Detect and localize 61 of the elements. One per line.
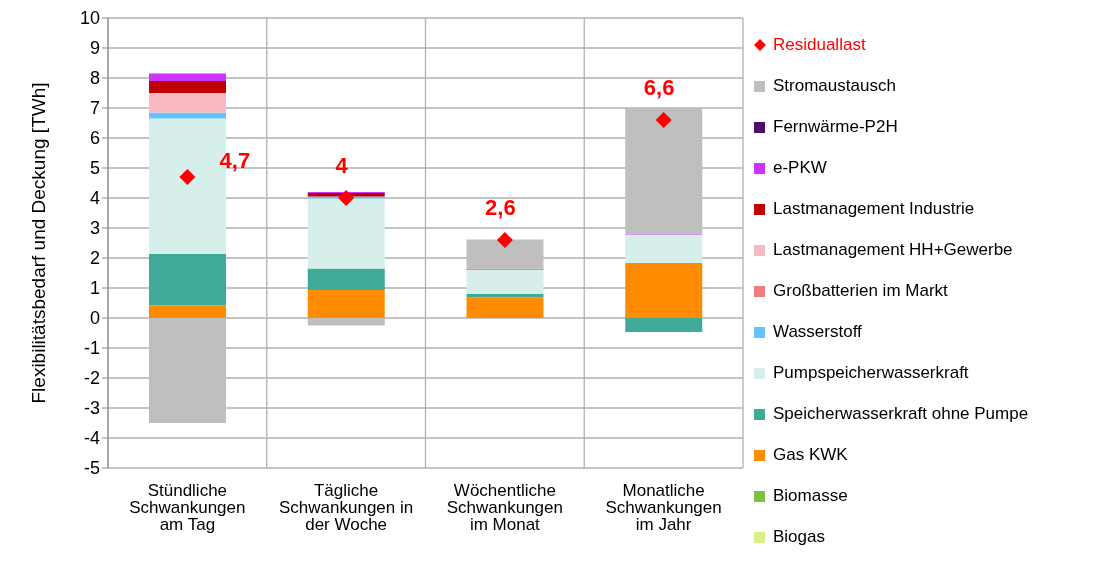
bar <box>466 294 544 298</box>
bar <box>307 198 385 269</box>
bar <box>149 305 226 318</box>
legend-label: Wasserstoff <box>772 320 863 343</box>
data-label: 4 <box>335 153 349 179</box>
y-tick-label: 10 <box>79 8 100 29</box>
data-label: 4,7 <box>219 148 251 174</box>
bar <box>625 318 703 333</box>
point <box>338 190 355 206</box>
legend-label: Biogas <box>772 525 826 548</box>
y-tick-label: 5 <box>89 158 100 179</box>
y-tick-label: 0 <box>89 308 100 329</box>
y-tick-label: 4 <box>89 188 100 209</box>
legend-label: Stromaustausch <box>772 74 897 97</box>
bar <box>466 239 544 269</box>
data-label: 2,6 <box>485 195 516 221</box>
y-tick-label: -3 <box>83 398 100 419</box>
y-tick-label: -4 <box>83 428 100 449</box>
y-tick-label: -1 <box>83 338 100 359</box>
bar <box>149 318 226 423</box>
legend-label: Lastmanagement Industrie <box>772 197 976 220</box>
y-tick-label: -2 <box>83 368 100 389</box>
y-tick-label: 2 <box>89 248 100 269</box>
legend-label: Gas KWK <box>772 443 849 466</box>
bar <box>149 93 226 113</box>
y-tick-label: 7 <box>89 98 100 119</box>
point <box>179 169 196 185</box>
legend-label: Speicherwasserkraft ohne Pumpe <box>772 402 1030 425</box>
bar <box>307 268 385 291</box>
bar <box>307 318 385 326</box>
legend-label: Lastmanagement HH+Gewerbe <box>772 238 1014 261</box>
x-tick-label: Monatliche Schwankungen im Jahr <box>605 481 722 535</box>
bar <box>149 254 226 306</box>
bar <box>466 297 544 318</box>
y-tick-label: 8 <box>89 68 100 89</box>
bar <box>466 270 544 294</box>
legend-label: Pumpspeicherwasserkraft <box>772 361 970 384</box>
y-tick-label: 9 <box>89 38 100 59</box>
legend-label: Großbatterien im Markt <box>772 279 949 302</box>
y-tick-label: 3 <box>89 218 100 239</box>
bar <box>307 290 385 318</box>
legend-label: Biomasse <box>772 484 849 507</box>
x-tick-label: Tägliche Schwankungen in der Woche <box>279 481 414 535</box>
y-axis-title: Flexibilitätsbedarf und Deckung [TWh] <box>27 82 49 404</box>
bar <box>149 81 226 93</box>
x-tick-label: Wöchentliche Schwankungen im Monat <box>446 481 564 535</box>
bar <box>625 263 703 318</box>
point <box>655 112 672 128</box>
legend-label: e-PKW <box>772 156 828 179</box>
legend-label: Fernwärme-P2H <box>772 115 899 138</box>
x-tick-label: Stündliche Schwankungen am Tag <box>129 481 246 535</box>
y-tick-label: -5 <box>83 458 100 479</box>
legend-label: Residuallast <box>772 33 867 56</box>
y-tick-label: 6 <box>89 128 100 149</box>
bar <box>149 112 226 119</box>
data-label: 6,6 <box>643 75 675 101</box>
bar <box>625 108 703 234</box>
bar <box>625 234 703 264</box>
y-tick-label: 1 <box>89 278 100 299</box>
point <box>496 232 513 248</box>
bar <box>149 73 226 81</box>
